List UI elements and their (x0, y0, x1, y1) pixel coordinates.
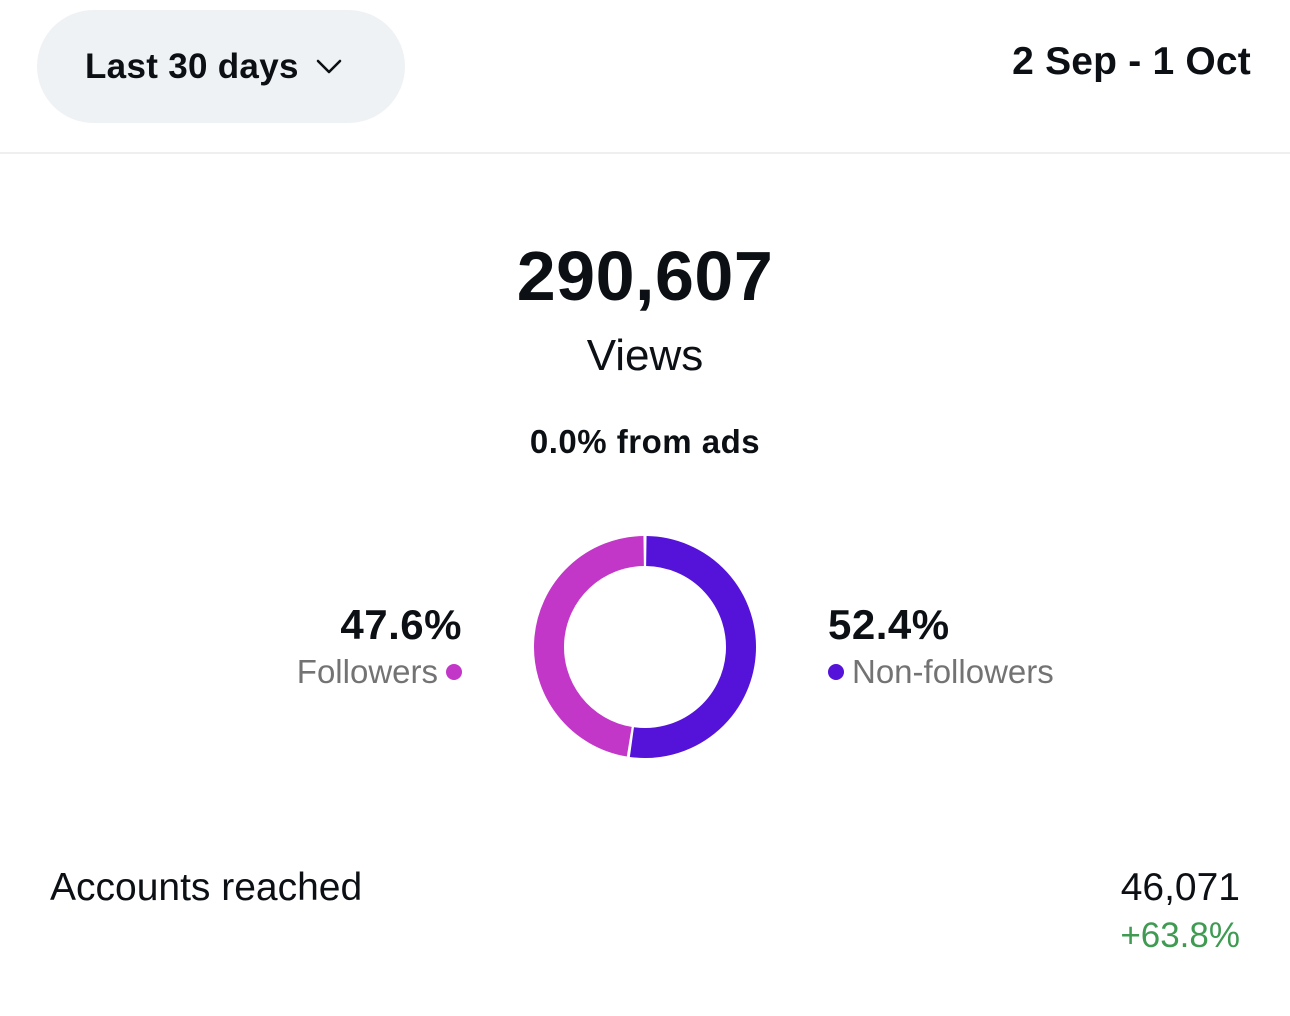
accounts-reached-change: +63.8% (1120, 916, 1240, 955)
followers-legend: 47.6% Followers (297, 600, 462, 694)
non-followers-label-row: Non-followers (828, 650, 1054, 694)
non-followers-dot-icon (828, 664, 844, 680)
followers-label: Followers (296, 653, 438, 690)
non-followers-legend: 52.4% Non-followers (828, 600, 1054, 694)
followers-percent: 47.6% (340, 601, 462, 648)
accounts-reached-value: 46,071 (1120, 866, 1240, 909)
followers-label-row: Followers (297, 650, 462, 694)
date-range-dropdown-label: Last 30 days (85, 46, 299, 86)
chevron-down-icon (316, 59, 342, 73)
views-total: 290,607 (516, 237, 774, 315)
top-bar: Last 30 days 2 Sep - 1 Oct (0, 0, 1290, 154)
followers-dot-icon (446, 664, 462, 680)
non-followers-label: Non-followers (852, 653, 1054, 690)
views-label: Views (586, 331, 704, 380)
date-range-dropdown[interactable]: Last 30 days (37, 10, 405, 123)
views-donut-chart (534, 536, 756, 758)
donut-segment-followers (534, 536, 645, 757)
ads-percentage: 0.0% from ads (529, 423, 761, 460)
accounts-reached-label: Accounts reached (50, 866, 363, 909)
date-range-text: 2 Sep - 1 Oct (1012, 40, 1251, 83)
donut-segment-non-followers (629, 536, 756, 758)
non-followers-percent: 52.4% (828, 601, 950, 648)
